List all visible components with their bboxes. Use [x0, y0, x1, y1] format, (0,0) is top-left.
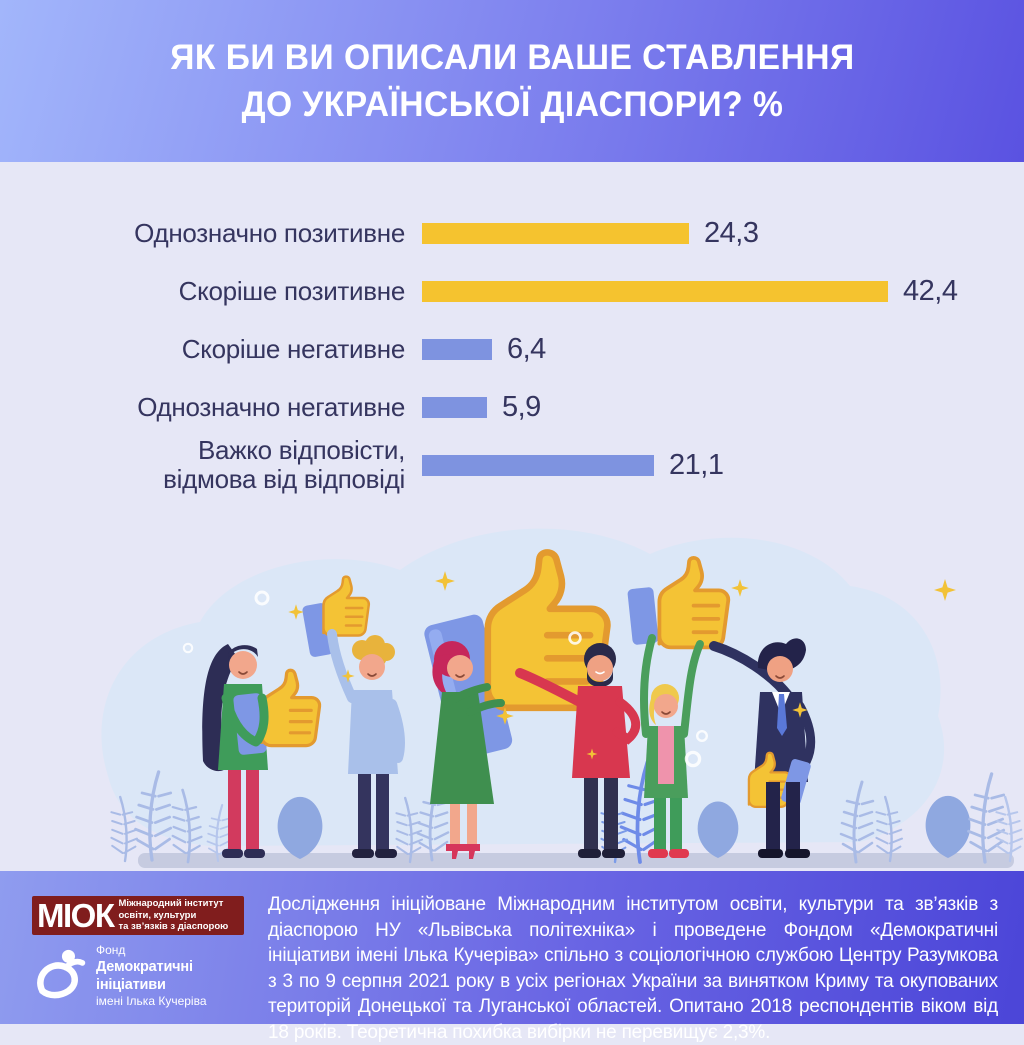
chart-row: Скоріше позитивне 42,4	[0, 262, 1024, 320]
dif-logo-text: Фонд Демократичні ініціативи імені Ілька…	[96, 943, 207, 1009]
person-man-beard-red-shirt	[515, 643, 641, 858]
chart-bar	[422, 338, 492, 360]
chart-category-label: Однозначно негативне	[137, 391, 405, 422]
dif-logo: Фонд Демократичні ініціативи імені Ілька…	[32, 943, 262, 1009]
chart-row: Важко відповісти, відмова від відповіді 2…	[0, 436, 1024, 494]
chart-row: Однозначно негативне 5,9	[0, 378, 1024, 436]
person-woman-blonde-green	[627, 556, 731, 858]
chart-bar	[422, 280, 888, 302]
chart-bar	[422, 396, 487, 418]
chart-category-label: Важко відповісти, відмова від відповіді	[163, 435, 405, 494]
methodology-text: Дослідження ініційоване Міжнародним інст…	[268, 894, 998, 1043]
chart-row: Скоріше негативне 6,4	[0, 320, 1024, 378]
bar-chart: Однозначно позитивне 24,3 Скоріше позитивн…	[0, 162, 1024, 494]
title-line-1: ЯК БИ ВИ ОПИСАЛИ ВАШЕ СТАВЛЕННЯ	[169, 38, 855, 77]
chart-bar	[422, 222, 689, 244]
chart-value-label: 21,1	[669, 448, 724, 481]
page-title: ЯК БИ ВИ ОПИСАЛИ ВАШЕ СТАВЛЕННЯ ДО УКРАЇН…	[170, 34, 854, 128]
chart-category-label: Однозначно позитивне	[134, 217, 405, 248]
footer-logos: МІОК Міжнародний інститут освіти, культу…	[32, 896, 262, 1024]
chart-value-label: 6,4	[507, 332, 546, 365]
illustration-people-thumbs-up	[101, 528, 1024, 868]
person-woman-red-hair	[430, 641, 505, 859]
chart-value-label: 42,4	[903, 274, 958, 307]
miok-logo: МІОК Міжнародний інститут освіти, культу…	[32, 896, 244, 935]
chart-bar	[422, 454, 654, 476]
chart-row: Однозначно позитивне 24,3	[0, 204, 1024, 262]
chart-section: Однозначно позитивне 24,3 Скоріше позитивн…	[0, 162, 1024, 871]
title-line-2: ДО УКРАЇНСЬКОЇ ДІАСПОРИ? %	[241, 85, 783, 124]
chart-category-label: Скоріше позитивне	[178, 275, 406, 306]
miok-tagline: Міжнародний інститут освіти, культури та…	[118, 898, 229, 933]
dif-swoosh-icon	[37, 949, 86, 999]
header: ЯК БИ ВИ ОПИСАЛИ ВАШЕ СТАВЛЕННЯ ДО УКРАЇН…	[0, 0, 1024, 162]
person-woman-dark-hair	[202, 644, 322, 858]
ground-strip	[138, 853, 1014, 868]
chart-value-label: 5,9	[502, 390, 541, 423]
chart-category-label: Скоріше негативне	[181, 333, 406, 364]
miok-acronym: МІОК	[37, 897, 115, 934]
footer: МІОК Міжнародний інститут освіти, культу…	[0, 871, 1024, 1043]
chart-value-label: 24,3	[704, 216, 759, 249]
person-man-suit	[709, 638, 816, 858]
person-man-blonde	[302, 575, 405, 858]
